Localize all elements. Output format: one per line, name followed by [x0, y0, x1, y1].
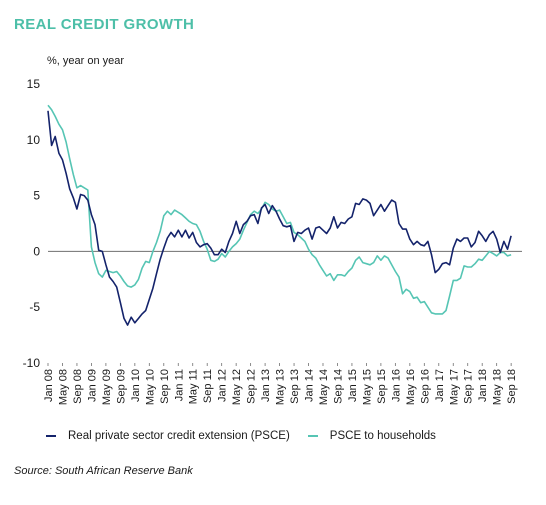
x-tick-label: May 15	[361, 369, 373, 405]
x-tick-label: Sep 18	[506, 369, 518, 404]
legend: Real private sector credit extension (PS…	[46, 430, 454, 442]
y-tick-label: -10	[23, 356, 41, 370]
y-tick-label: 0	[33, 244, 40, 258]
x-tick-label: Jan 10	[130, 369, 142, 402]
y-axis-ticks: 15 10 5 0 -5 -10	[23, 77, 41, 370]
x-tick-label: Jan 12	[217, 369, 229, 402]
legend-swatch-psce	[46, 435, 56, 437]
legend-label-psce: Real private sector credit extension (PS…	[68, 430, 290, 442]
x-tick-label: May 11	[188, 369, 200, 404]
y-tick-label: -5	[29, 300, 40, 314]
y-tick-label: 10	[27, 133, 41, 147]
x-tick-label: Sep 08	[72, 369, 84, 404]
x-tick-label: Sep 09	[115, 369, 127, 404]
source-note: Source: South African Reserve Bank	[14, 465, 193, 477]
y-axis-unit-label: %, year on year	[47, 55, 125, 67]
x-tick-label: Sep 10	[159, 369, 171, 404]
x-tick-label: Jan 13	[260, 369, 272, 402]
chart-series	[47, 104, 512, 326]
legend-swatch-households	[307, 435, 318, 437]
legend-label-households: PSCE to households	[329, 430, 436, 442]
x-tick-label: May 09	[101, 369, 113, 405]
x-tick-label: Jan 16	[390, 369, 402, 402]
y-tick-label: 15	[27, 77, 41, 91]
x-tick-label: Sep 14	[332, 369, 344, 404]
x-tick-label: May 18	[492, 369, 504, 405]
x-tick-label: May 08	[57, 369, 69, 405]
x-tick-label: Jan 17	[434, 369, 446, 402]
x-tick-label: May 17	[448, 369, 460, 405]
legend-item-households: PSCE to households	[307, 430, 436, 442]
chart-title: REAL CREDIT GROWTH	[14, 16, 195, 33]
x-tick-label: Jan 11	[173, 369, 185, 401]
x-tick-label: Jan 18	[477, 369, 489, 402]
x-tick-label: May 13	[275, 369, 287, 405]
x-tick-label: Jan 14	[304, 369, 316, 402]
x-tick-label: Sep 11	[202, 369, 214, 403]
x-tick-label: Jan 09	[86, 369, 98, 402]
x-tick-label: May 14	[318, 369, 330, 405]
x-tick-label: May 12	[231, 369, 243, 405]
legend-item-psce: Real private sector credit extension (PS…	[46, 430, 290, 442]
series-line-households	[47, 104, 512, 315]
x-tick-label: May 16	[405, 369, 417, 405]
series-line-psce	[47, 110, 512, 326]
x-tick-label: Sep 12	[246, 369, 258, 404]
y-tick-label: 5	[33, 189, 40, 203]
x-tick-label: Sep 15	[376, 369, 388, 404]
x-tick-label: Jan 08	[43, 369, 55, 402]
x-tick-label: Sep 16	[419, 369, 431, 404]
x-axis-ticks: Jan 08 May 08 Sep 08 Jan 09 May 09 Sep 09 Jan …	[43, 363, 518, 405]
x-tick-label: May 10	[144, 369, 156, 405]
x-tick-label: Jan 15	[347, 369, 359, 402]
x-tick-label: Sep 17	[463, 369, 475, 404]
x-tick-label: Sep 13	[289, 369, 301, 404]
